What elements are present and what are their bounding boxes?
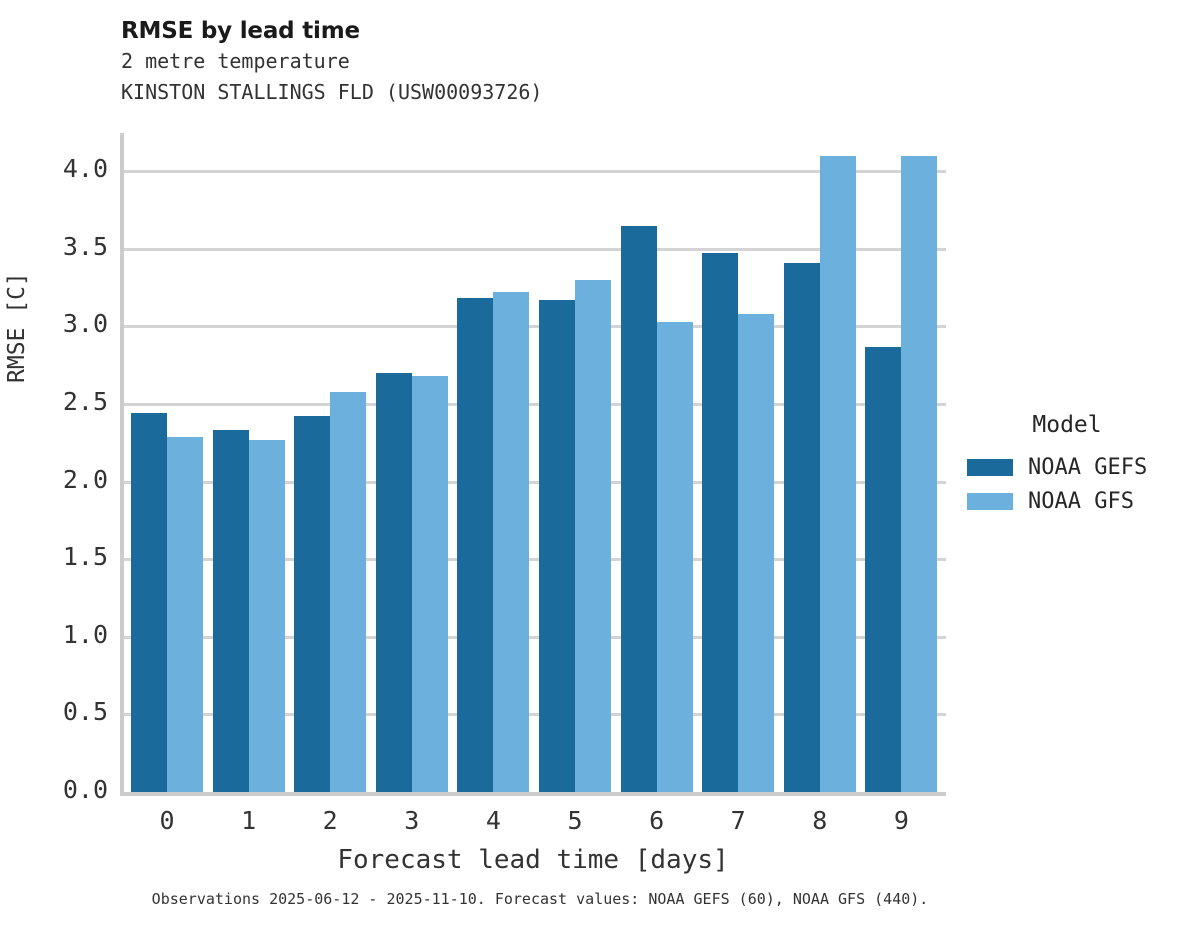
bar-noaa-gfs-day-0 <box>167 436 203 792</box>
legend-item-label: NOAA GEFS <box>1028 454 1148 480</box>
bar-noaa-gefs-day-4 <box>457 298 494 792</box>
bar-noaa-gefs-day-5 <box>539 300 575 792</box>
legend-swatch-icon <box>967 458 1013 476</box>
chart-footnote: Observations 2025-06-12 - 2025-11-10. Fo… <box>151 890 929 908</box>
x-axis-tick-label: 3 <box>404 806 420 835</box>
bar-noaa-gfs-day-2 <box>330 391 367 792</box>
gridline <box>124 480 946 484</box>
page-title: RMSE by lead time <box>121 18 360 44</box>
y-axis-spine <box>120 133 124 796</box>
y-axis-tick-label: 0.0 <box>62 775 108 804</box>
x-axis-tick-label: 4 <box>485 806 501 835</box>
legend: Model NOAA GEFS NOAA GFS <box>967 412 1182 518</box>
x-axis-tick-label: 2 <box>322 806 338 835</box>
x-axis-tick-label: 8 <box>812 806 828 835</box>
bar-noaa-gfs-day-7 <box>738 313 775 792</box>
bar-noaa-gefs-day-1 <box>212 430 249 792</box>
chart-subtitle-station: KINSTON STALLINGS FLD (USW00093726) <box>121 80 543 104</box>
bar-noaa-gefs-day-0 <box>131 413 167 792</box>
bar-noaa-gfs-day-9 <box>901 155 938 792</box>
x-axis-tick-label: 5 <box>567 806 583 835</box>
x-axis-tick-label: 0 <box>159 806 175 835</box>
x-axis-title: Forecast lead time [days] <box>337 845 729 875</box>
bar-noaa-gfs-day-6 <box>656 321 693 792</box>
bar-noaa-gefs-day-8 <box>783 262 820 792</box>
y-axis-tick-label: 2.0 <box>62 464 108 494</box>
y-axis-tick-label: 2.5 <box>62 387 108 416</box>
bar-noaa-gefs-day-3 <box>375 372 412 792</box>
legend-swatch-icon <box>967 492 1013 510</box>
y-axis-tick-label: 1.0 <box>62 619 108 649</box>
bar-noaa-gefs-day-9 <box>865 346 902 792</box>
gridline <box>124 170 946 174</box>
bar-noaa-gefs-day-6 <box>620 225 657 792</box>
bar-noaa-gefs-day-2 <box>294 416 331 792</box>
legend-item[interactable]: NOAA GFS <box>967 484 1182 518</box>
gridline <box>124 635 946 639</box>
y-axis-tick-label: 4.0 <box>62 154 108 184</box>
x-axis-tick-label: 7 <box>730 806 746 835</box>
x-axis-tick-label: 1 <box>241 806 257 835</box>
legend-entries: NOAA GEFS NOAA GFS <box>967 450 1182 518</box>
legend-item-label: NOAA GFS <box>1028 488 1134 514</box>
y-axis-tick-label: 0.5 <box>62 697 108 727</box>
bar-noaa-gfs-day-8 <box>819 155 856 792</box>
chart-header: RMSE by lead time 2 metre temperature KI… <box>121 16 981 108</box>
y-axis-tick-label: 3.0 <box>62 309 108 339</box>
bar-series-layer <box>120 133 946 796</box>
plot-area <box>120 133 946 796</box>
gridline <box>124 403 946 406</box>
gridline <box>124 325 946 329</box>
legend-item[interactable]: NOAA GEFS <box>967 450 1182 484</box>
x-axis-tick-label: 6 <box>649 806 665 835</box>
gridline <box>124 558 946 562</box>
x-axis-tick-labels: 0 1 2 3 4 5 6 7 8 9 <box>120 806 946 842</box>
y-axis-tick-labels: 0.0 0.5 1.0 1.5 2.0 2.5 3.0 3.5 4.0 <box>0 133 108 804</box>
gridline <box>124 713 946 717</box>
legend-title: Model <box>1032 412 1102 438</box>
bar-noaa-gefs-day-7 <box>702 253 739 792</box>
bar-noaa-gfs-day-1 <box>248 439 285 792</box>
chart-subtitle-variable: 2 metre temperature <box>121 49 350 73</box>
bar-noaa-gfs-day-3 <box>411 376 448 792</box>
y-axis-tick-label: 3.5 <box>62 231 108 261</box>
x-axis-tick-label: 9 <box>893 806 909 835</box>
gridline <box>124 247 946 251</box>
bar-noaa-gfs-day-4 <box>493 292 530 792</box>
bar-noaa-gfs-day-5 <box>575 279 611 792</box>
x-axis-spine <box>120 792 946 796</box>
y-axis-tick-label: 1.5 <box>62 542 108 572</box>
